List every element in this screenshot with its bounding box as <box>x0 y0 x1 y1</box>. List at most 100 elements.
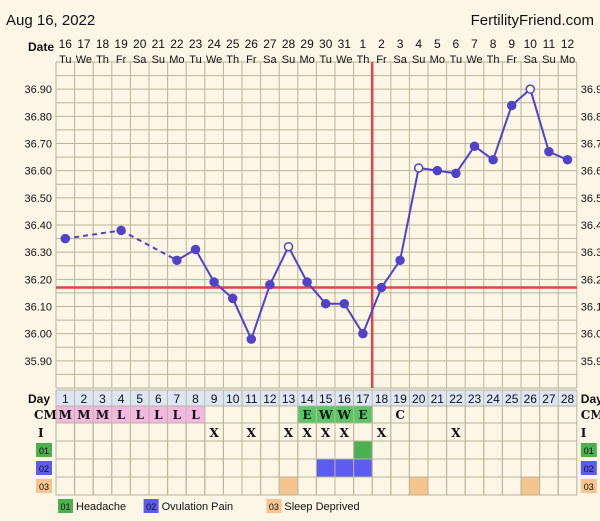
table-cell <box>74 422 94 442</box>
table-cell <box>464 422 485 442</box>
day-cell <box>447 390 465 406</box>
temp-line-segment <box>120 229 178 262</box>
cm-value: L <box>154 408 163 422</box>
date-label: 20 <box>133 37 147 51</box>
table-cell <box>390 458 410 478</box>
temp-point <box>376 282 387 293</box>
weekday-label: Th <box>96 54 109 66</box>
table-cell <box>539 440 559 460</box>
symptom-cell <box>521 477 540 495</box>
y-tick-label-left: 36.70 <box>24 139 52 151</box>
intercourse-row-label-right: I <box>581 426 587 440</box>
legend-code: 02 <box>146 502 156 512</box>
table-cell <box>353 422 373 442</box>
table-cell <box>148 476 169 496</box>
intercourse-mark: X <box>321 426 331 440</box>
day-cell <box>409 390 428 406</box>
table-cell <box>185 440 206 460</box>
symptom-badge-right <box>580 479 597 493</box>
table-cell <box>185 458 206 478</box>
cycle-day-label: 27 <box>542 392 556 406</box>
temp-point <box>265 280 275 290</box>
cm-cell <box>56 406 75 423</box>
day-cell <box>354 390 372 406</box>
cm-value: W <box>337 408 352 422</box>
temp-point <box>358 328 368 339</box>
weekday-label: Sa <box>133 54 147 66</box>
table-cell <box>74 458 94 478</box>
cycle-day-label: 20 <box>412 392 426 406</box>
day-row-label-right: Day <box>581 392 600 406</box>
table-cell <box>241 476 262 496</box>
cm-cell <box>112 406 130 423</box>
y-tick-label-right: 36.50 <box>581 193 600 205</box>
table-cell <box>427 440 448 460</box>
temp-point <box>190 244 201 255</box>
date-label: 23 <box>189 37 203 51</box>
cycle-day-label: 11 <box>245 392 258 406</box>
temp-point <box>302 277 312 287</box>
day-cell <box>558 390 577 406</box>
day-cell <box>540 390 558 406</box>
cycle-day-label: 16 <box>338 392 352 406</box>
table-cell <box>446 440 466 460</box>
table-cell <box>129 458 150 478</box>
table-cell <box>539 422 559 442</box>
day-cell <box>261 390 279 406</box>
cm-value: M <box>96 408 109 422</box>
cm-value: M <box>59 408 72 422</box>
table-cell <box>222 440 243 460</box>
date-label: 25 <box>226 37 240 51</box>
day-cell <box>335 390 354 406</box>
weekday-label: Tu <box>59 54 71 66</box>
y-tick-label-right: 36.10 <box>581 302 600 314</box>
table-cell <box>483 440 503 460</box>
table-cell <box>55 440 76 460</box>
y-tick-label-right: 36.30 <box>581 247 600 259</box>
temp-point <box>60 233 71 244</box>
cm-cell <box>93 406 112 423</box>
cm-cell <box>130 406 149 423</box>
weekday-label: Fr <box>116 54 127 66</box>
date-label: 5 <box>434 37 441 51</box>
temp-line-segment <box>455 145 476 174</box>
table-cell <box>260 422 280 442</box>
table-cell <box>446 476 466 496</box>
table-cell <box>501 440 522 460</box>
symptom-badge-right-text: 03 <box>584 482 594 492</box>
cycle-day-label: 2 <box>81 392 88 406</box>
site-name: FertilityFriend.com <box>470 12 594 29</box>
y-tick-label-right: 36.60 <box>581 166 600 178</box>
weekday-label: Su <box>412 54 425 66</box>
date-label: 7 <box>471 37 478 51</box>
temp-line-segment <box>380 259 401 289</box>
table-cell <box>427 476 448 496</box>
symptom-badge-right-text: 01 <box>584 446 594 456</box>
date-label: 2 <box>378 37 385 51</box>
cycle-day-label: 3 <box>99 392 106 406</box>
y-tick-label-right: 35.90 <box>581 356 600 368</box>
table-cell <box>92 458 113 478</box>
table-cell <box>222 458 243 478</box>
cm-row-label-left: CM <box>34 408 57 422</box>
symptom-cell <box>279 477 298 495</box>
legend-swatch <box>143 499 159 513</box>
weekday-label: We <box>76 54 92 66</box>
table-cell <box>446 458 466 478</box>
table-cell <box>334 440 355 460</box>
temp-line-segment <box>194 248 215 283</box>
symptom-badge-right <box>580 461 597 475</box>
cm-value: L <box>173 408 182 422</box>
table-cell <box>353 476 373 496</box>
y-tick-label-left: 36.50 <box>24 193 52 205</box>
cm-value: M <box>77 408 90 422</box>
day-cell <box>242 390 261 406</box>
date-label: 6 <box>453 37 460 51</box>
symptom-badge-left-text: 03 <box>39 482 49 492</box>
date-label: 24 <box>207 37 221 51</box>
y-tick-label-left: 36.20 <box>24 274 52 286</box>
table-cell <box>557 458 578 478</box>
table-cell <box>167 476 187 496</box>
day-cell <box>428 390 447 406</box>
temp-point <box>395 255 405 266</box>
